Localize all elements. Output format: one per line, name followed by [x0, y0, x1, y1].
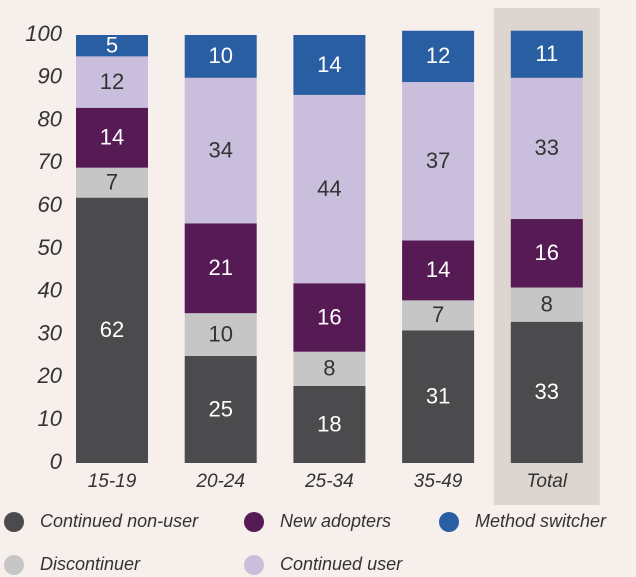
bar-segment	[510, 321, 583, 463]
data-label: 33	[535, 379, 559, 404]
x-tick-label: Total	[527, 471, 568, 492]
bar-segment	[510, 219, 583, 288]
data-label: 16	[317, 304, 341, 329]
x-tick-label: 35-49	[414, 471, 463, 492]
bar-segment	[293, 351, 366, 386]
y-tick-label: 40	[38, 278, 63, 303]
data-label: 10	[208, 321, 232, 346]
x-tick-label: 25-34	[304, 471, 354, 492]
data-label: 11	[535, 41, 558, 66]
data-label: 37	[426, 148, 450, 173]
y-tick-label: 20	[37, 363, 63, 388]
legend-label: Method switcher	[475, 511, 607, 531]
y-tick-label: 50	[38, 235, 63, 260]
data-label: 14	[100, 125, 124, 150]
bar-segment	[184, 35, 257, 78]
y-tick-label: 0	[50, 449, 63, 474]
data-label: 7	[432, 302, 444, 327]
legend-label: New adopters	[280, 511, 391, 531]
bar-segment	[76, 107, 148, 168]
bar-segment	[76, 167, 148, 198]
data-label: 8	[541, 291, 553, 316]
bar-segment	[402, 240, 475, 301]
data-label: 34	[208, 137, 232, 162]
bar-segment	[76, 56, 148, 108]
legend-marker	[244, 512, 264, 532]
bar-segment	[293, 283, 366, 352]
data-label: 14	[426, 257, 450, 282]
x-tick-label: 15-19	[88, 471, 137, 492]
bar-segment	[402, 330, 475, 463]
y-tick-label: 10	[38, 406, 63, 431]
bar-segment	[184, 77, 257, 224]
bar-segment	[402, 30, 475, 83]
data-label: 12	[100, 69, 124, 94]
data-label: 33	[535, 135, 559, 160]
bar-segment	[510, 77, 583, 220]
y-tick-label: 90	[38, 64, 63, 89]
x-tick-label: 20-24	[195, 471, 245, 492]
legend-marker	[244, 555, 264, 575]
data-label: 14	[317, 52, 341, 77]
bar-segment	[184, 223, 257, 314]
data-label: 31	[426, 383, 450, 408]
bar-segment	[184, 313, 257, 356]
y-tick-label: 30	[38, 320, 63, 345]
data-label: 7	[106, 169, 118, 194]
data-label: 5	[106, 33, 118, 58]
legend-marker	[4, 512, 24, 532]
bar-segment	[402, 300, 475, 331]
legend-label: Discontinuer	[40, 554, 141, 574]
bar-segment	[402, 82, 475, 241]
data-label: 18	[317, 411, 341, 436]
bar-segment	[510, 30, 583, 78]
y-tick-label: 60	[38, 192, 63, 217]
data-label: 8	[323, 356, 335, 381]
data-label: 12	[426, 43, 450, 68]
data-label: 25	[208, 396, 232, 421]
data-label: 21	[208, 255, 232, 280]
bar-segment	[76, 197, 148, 463]
bar-segment	[293, 385, 366, 463]
legend-label: Continued user	[280, 554, 403, 574]
legend-label: Continued non-user	[40, 511, 199, 531]
bar-segment	[293, 35, 366, 95]
bar-segment	[76, 35, 148, 57]
y-tick-label: 100	[25, 21, 62, 46]
legend-marker	[439, 512, 459, 532]
data-label: 62	[100, 317, 124, 342]
y-tick-label: 80	[38, 106, 63, 131]
bar-segment	[293, 94, 366, 284]
bar-segment	[184, 356, 257, 463]
data-label: 10	[208, 43, 232, 68]
bar-segment	[510, 287, 583, 322]
y-tick-label: 70	[38, 149, 63, 174]
data-label: 16	[535, 240, 559, 265]
legend-marker	[4, 555, 24, 575]
data-label: 44	[317, 176, 341, 201]
